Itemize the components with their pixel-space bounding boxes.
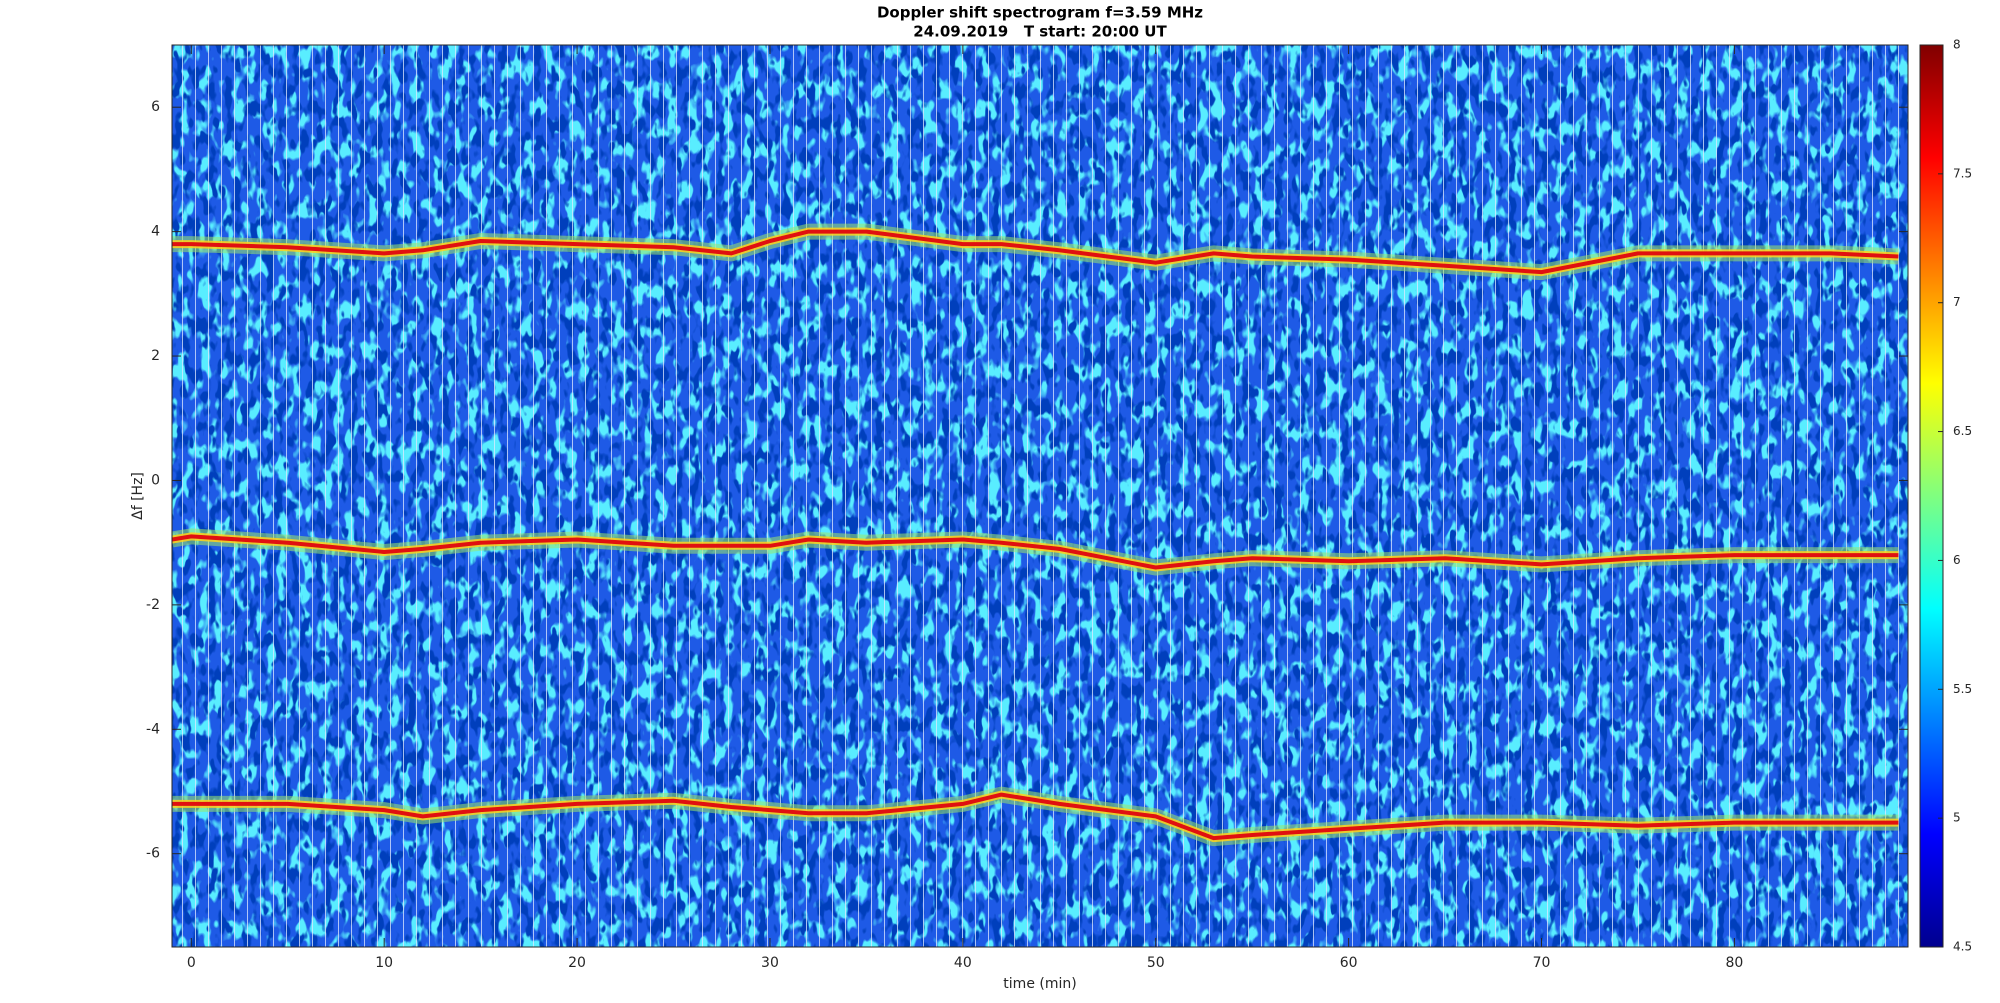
doppler-trace [172,792,1899,841]
y-tick-label: -6 [146,846,160,862]
y-tick-label: -4 [146,721,160,737]
x-axis-label: time (min) [1003,976,1076,992]
colorbar-tick-label: 4.5 [1953,940,1972,954]
x-tick-label: 50 [1147,955,1165,971]
x-tick-label: 30 [761,955,779,971]
colorbar-tick-label: 7.5 [1953,166,1972,180]
chart-subtitle: 24.09.2019 T start: 20:00 UT [913,23,1167,41]
colorbar-tick-label: 7 [1953,295,1961,309]
colorbar-tick-label: 5 [1953,811,1961,825]
y-tick-label: 2 [151,348,160,364]
y-tick-label: 0 [151,472,160,488]
x-tick-label: 70 [1533,955,1551,971]
x-tick-label: 20 [568,955,586,971]
y-axis-label: Δf [Hz] [130,472,146,520]
x-tick-label: 80 [1725,955,1743,971]
spectrogram-background [172,45,1908,947]
colorbar-tick-label: 6 [1953,553,1961,567]
colorbar-tick-label: 6.5 [1953,424,1972,438]
colorbar-tick-label: 5.5 [1953,682,1972,696]
x-tick-label: 60 [1340,955,1358,971]
x-tick-label: 0 [187,955,196,971]
chart-title: Doppler shift spectrogram f=3.59 MHz [877,4,1203,22]
colorbar-tick-label: 8 [1953,38,1961,52]
y-tick-label: 6 [151,99,160,115]
y-tick-label: -2 [146,597,160,613]
doppler-trace [172,229,1899,275]
plot-frame [171,44,1909,948]
traces [172,223,1899,847]
colorbar [1919,44,1944,948]
y-tick-label: 4 [151,224,160,240]
doppler-trace [172,534,1899,570]
x-tick-label: 10 [375,955,393,971]
x-tick-label: 40 [954,955,972,971]
